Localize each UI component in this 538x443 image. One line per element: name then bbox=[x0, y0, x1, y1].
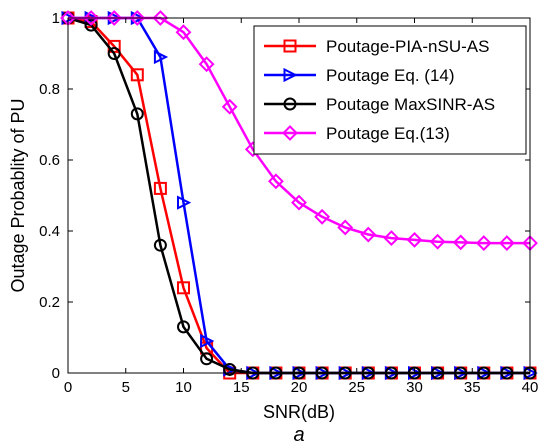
circle-marker bbox=[107, 47, 121, 60]
diamond-marker bbox=[129, 10, 146, 26]
square-marker bbox=[153, 181, 167, 195]
diamond-marker bbox=[106, 10, 123, 26]
square-marker bbox=[130, 68, 144, 82]
diamond-marker bbox=[337, 219, 354, 236]
diamond-marker bbox=[175, 24, 192, 41]
x-tick-label: 25 bbox=[348, 379, 365, 396]
diamond-marker bbox=[291, 194, 307, 211]
diamond-marker bbox=[360, 226, 377, 243]
y-tick-label: 0.6 bbox=[39, 152, 60, 169]
triangle-right-marker bbox=[177, 195, 192, 210]
diamond-marker bbox=[452, 234, 469, 251]
legend-label: Poutage-PIA-nSU-AS bbox=[326, 37, 489, 56]
x-tick-label: 10 bbox=[175, 379, 192, 396]
x-tick-label: 40 bbox=[522, 379, 538, 396]
diamond-marker bbox=[383, 230, 400, 247]
y-tick-label: 0.8 bbox=[39, 81, 60, 98]
y-tick-label: 0.2 bbox=[39, 294, 60, 311]
diamond-marker bbox=[152, 10, 169, 26]
x-axis-label: SNR(dB) bbox=[263, 402, 335, 422]
diamond-marker bbox=[267, 173, 284, 190]
x-tick-label: 30 bbox=[406, 379, 423, 396]
x-tick-label: 15 bbox=[233, 379, 250, 396]
diamond-marker bbox=[429, 233, 446, 250]
y-axis-label: Outage Probablity of PU bbox=[8, 98, 28, 292]
circle-marker bbox=[200, 352, 214, 366]
circle-marker bbox=[283, 97, 297, 111]
circle-marker bbox=[177, 320, 190, 334]
diamond-marker bbox=[406, 231, 423, 248]
legend-label: Poutage MaxSINR-AS bbox=[326, 95, 495, 114]
diamond-marker bbox=[83, 10, 100, 26]
triangle-right-marker bbox=[200, 333, 215, 349]
diamond-marker bbox=[475, 235, 492, 251]
legend: Poutage-PIA-nSU-AS Poutage Eq. (14) Poutag… bbox=[253, 25, 527, 155]
y-tick-label: 0.4 bbox=[39, 223, 60, 240]
circle-marker bbox=[84, 18, 98, 32]
legend-entry: Poutage-PIA-nSU-AS bbox=[264, 37, 489, 56]
legend-entry: Poutage MaxSINR-AS bbox=[264, 95, 495, 114]
circle-marker bbox=[223, 362, 237, 376]
y-tick-label: 1 bbox=[52, 10, 60, 27]
diamond-marker bbox=[498, 235, 515, 251]
figure-caption: a bbox=[293, 424, 304, 443]
x-tick-label: 0 bbox=[64, 379, 72, 396]
x-tick-label: 5 bbox=[122, 379, 130, 396]
circle-marker bbox=[130, 107, 144, 121]
square-marker bbox=[283, 39, 297, 53]
triangle-right-marker bbox=[283, 67, 298, 83]
legend-entry: Poutage Eq.(13) bbox=[264, 124, 450, 143]
ticks-layer: 0 5 10 15 20 25 30 35 40 0 0.2 0.4 0.6 0.8 1 bbox=[39, 10, 538, 396]
legend-label: Poutage Eq.(13) bbox=[326, 124, 450, 143]
diamond-marker bbox=[314, 208, 331, 225]
x-tick-label: 20 bbox=[291, 379, 308, 396]
diamond-marker bbox=[282, 125, 298, 141]
square-marker bbox=[177, 281, 190, 295]
legend-label: Poutage Eq. (14) bbox=[326, 66, 455, 85]
y-tick-label: 0 bbox=[52, 365, 60, 382]
triangle-right-marker bbox=[153, 49, 169, 65]
legend-entry: Poutage Eq. (14) bbox=[264, 66, 455, 85]
x-tick-label: 35 bbox=[464, 379, 481, 396]
diamond-marker bbox=[198, 56, 215, 73]
diamond-marker bbox=[221, 98, 238, 115]
circle-marker bbox=[153, 238, 167, 252]
